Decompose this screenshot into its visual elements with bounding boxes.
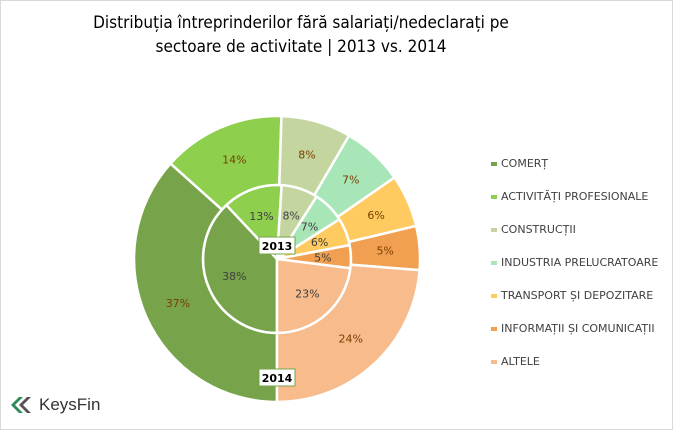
keysfin-logo: KeysFin	[9, 395, 100, 415]
legend-label: TRANSPORT ȘI DEPOZITARE	[501, 289, 654, 302]
data-label-2014-5: 5%	[376, 245, 393, 258]
logo-text: KeysFin	[39, 395, 101, 414]
data-label-2013-5: 5%	[314, 252, 331, 265]
title-line-1: Distribuția întreprinderilor fără salari…	[93, 13, 509, 33]
legend-item: INFORMAȚII ȘI COMUNICAȚII	[491, 312, 658, 345]
legend-label: INFORMAȚII ȘI COMUNICAȚII	[501, 322, 655, 335]
legend-item: COMERȚ	[491, 147, 658, 180]
series-label-2013: 2013	[262, 240, 293, 253]
data-label-2014-1: 14%	[222, 153, 246, 166]
slice-2014-6	[275, 263, 421, 404]
series-label-box-2013	[258, 236, 296, 255]
series-label-box-2014	[258, 368, 296, 387]
data-label-2014-6: 24%	[338, 333, 362, 346]
data-label-2014-3: 7%	[342, 173, 359, 186]
legend-swatch	[491, 293, 497, 298]
legend-label: ACTIVITĂȚI PROFESIONALE	[501, 190, 649, 203]
data-label-2013-0: 38%	[222, 270, 246, 283]
data-label-2013-6: 23%	[295, 287, 319, 300]
legend-label: CONSTRUCȚII	[501, 223, 576, 236]
legend-swatch	[491, 227, 497, 232]
legend-swatch	[491, 194, 497, 199]
legend-label: INDUSTRIA PRELUCRATOARE	[501, 256, 659, 269]
legend: COMERȚ ACTIVITĂȚI PROFESIONALE CONSTRUCȚII…	[491, 147, 658, 378]
legend-item: ACTIVITĂȚI PROFESIONALE	[491, 180, 658, 213]
logo-icon	[11, 397, 31, 413]
legend-swatch	[491, 161, 497, 166]
data-label-2013-3: 7%	[301, 221, 318, 234]
data-label-2013-4: 6%	[311, 236, 328, 249]
data-label-2014-4: 6%	[367, 209, 384, 222]
data-label-2014-0: 37%	[166, 297, 190, 310]
legend-label: COMERȚ	[501, 157, 549, 170]
legend-swatch	[491, 359, 497, 364]
title-line-2: sectoare de activitate | 2013 vs. 2014	[155, 37, 447, 57]
slice-2014-0	[132, 161, 279, 404]
legend-swatch	[491, 260, 497, 265]
legend-label: ALTELE	[501, 355, 540, 368]
data-label-2013-1: 13%	[249, 210, 273, 223]
series-label-2014: 2014	[262, 372, 293, 385]
legend-item: TRANSPORT ȘI DEPOZITARE	[491, 279, 658, 312]
legend-item: CONSTRUCȚII	[491, 213, 658, 246]
legend-swatch	[491, 326, 497, 331]
legend-item: ALTELE	[491, 345, 658, 378]
chart-title: Distribuția întreprinderilor fără salari…	[1, 11, 601, 59]
legend-item: INDUSTRIA PRELUCRATOARE	[491, 246, 658, 279]
data-label-2014-2: 8%	[298, 149, 315, 162]
data-label-2013-2: 8%	[282, 209, 299, 222]
